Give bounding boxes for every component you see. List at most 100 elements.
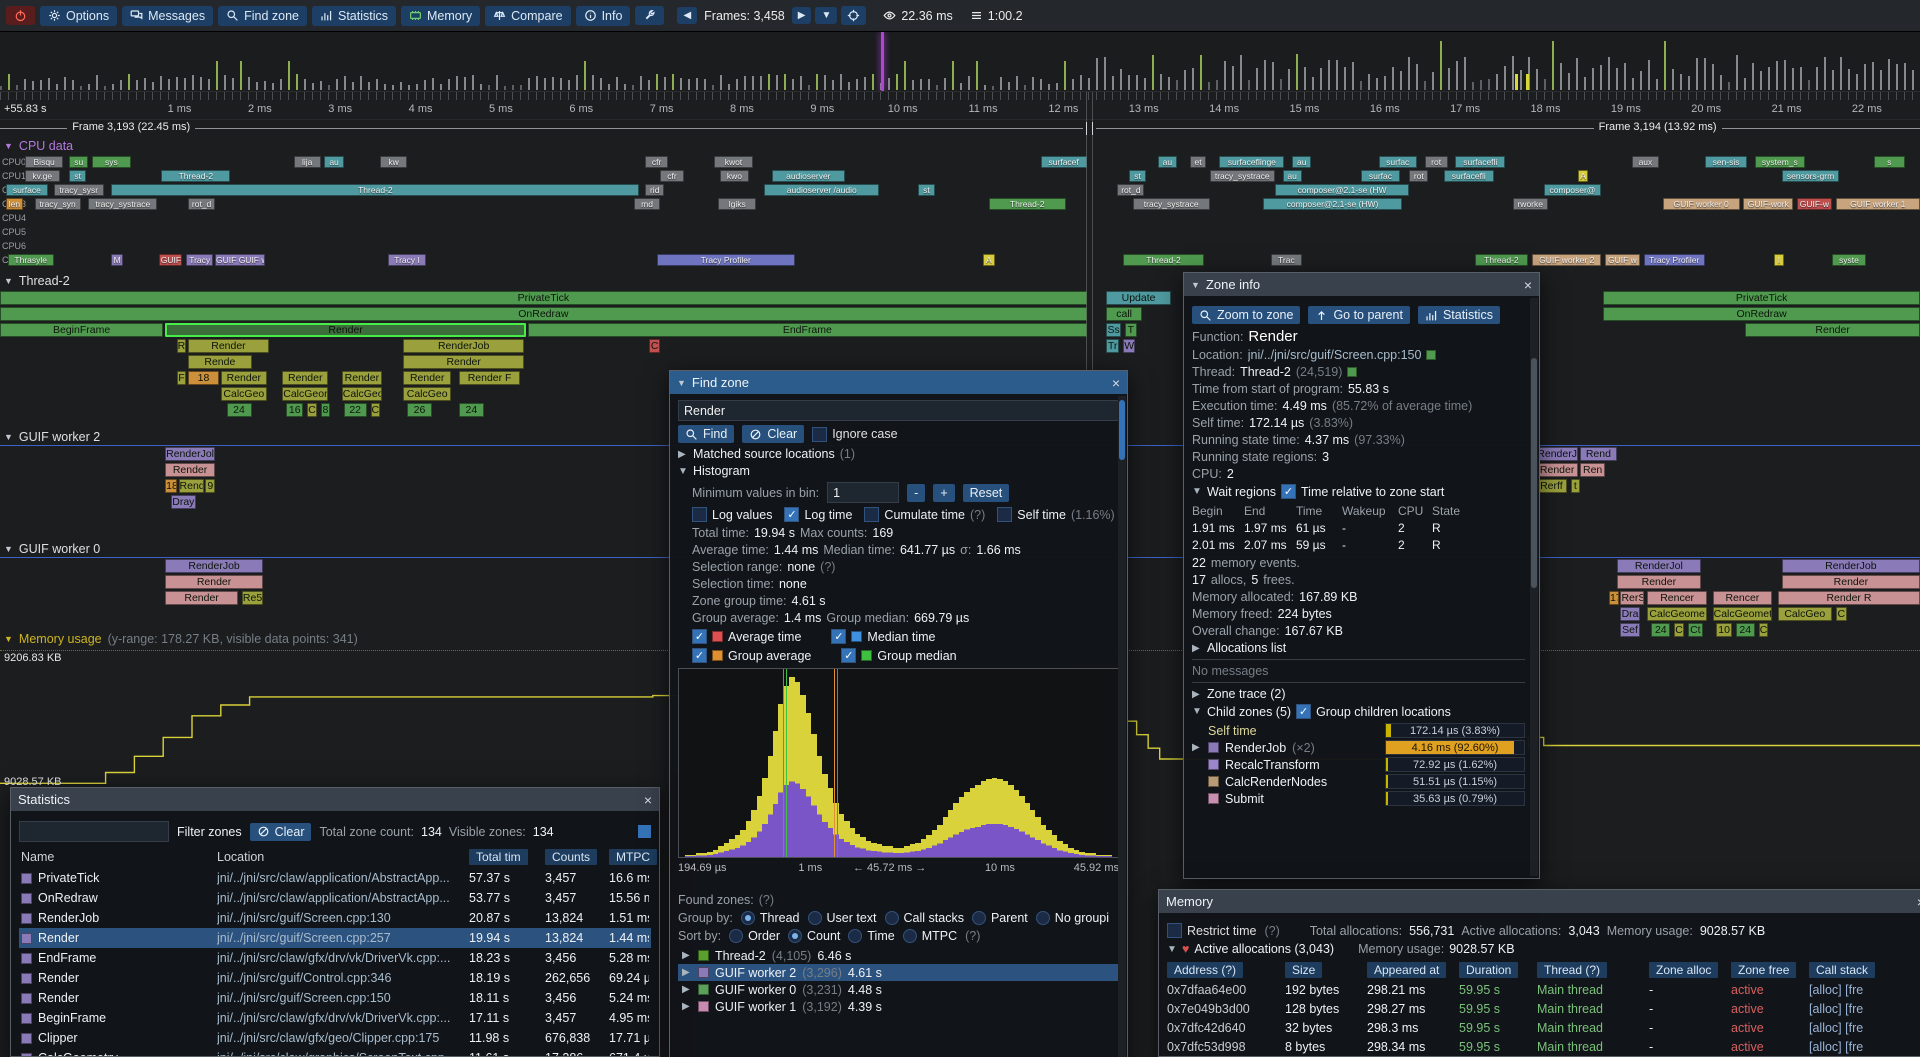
legend-item[interactable]: ✓ Median time [831, 629, 936, 644]
timeline-zone[interactable]: A [1578, 170, 1588, 182]
child-zone-row[interactable]: RecalcTransform 72.92 µs (1.62%) [1192, 756, 1525, 773]
histogram-plot[interactable] [678, 668, 1119, 858]
timeline-zone[interactable]: CalcGeo [403, 387, 452, 401]
timeline-zone[interactable]: Update [1105, 291, 1172, 305]
zone-group-row[interactable]: ▶ Thread-2 (4,105) 6.46 s [678, 947, 1119, 964]
timeline-zone[interactable]: audioserver /audio [764, 184, 880, 196]
stats-row[interactable]: Render jni/../jni/src/guif/Control.cpp:34… [19, 968, 651, 988]
timeline-zone[interactable]: Thread-2 [161, 170, 231, 182]
stats-column-header[interactable]: Total tim [469, 849, 528, 865]
timeline-zone[interactable]: C [1758, 623, 1769, 637]
filter-zones-input[interactable] [19, 821, 169, 842]
clear-button[interactable]: Clear [742, 425, 805, 443]
timeline-zone[interactable]: 24 [458, 403, 484, 417]
timeline-zone[interactable]: Render [341, 371, 383, 385]
collapse-icon[interactable]: ▼ [677, 377, 686, 388]
zone-group-row[interactable]: ▶ GUIF worker 1 (3,192) 4.39 s [678, 998, 1119, 1015]
radio-count[interactable]: Count [788, 929, 840, 943]
timeline-zone[interactable]: Tracy Profiler [656, 254, 795, 266]
timeline-zone[interactable]: 24 [1735, 623, 1755, 637]
timeline-zone[interactable]: Dray [170, 495, 196, 509]
timeline-zone[interactable]: Tracy Profiler [1643, 254, 1705, 266]
clear-filter-button[interactable]: Clear [249, 822, 312, 841]
radio-order[interactable]: Order [729, 929, 780, 943]
timeline-zone[interactable]: GUIF worker 2 [1532, 254, 1602, 266]
timeline-zone[interactable]: C [370, 403, 381, 417]
memory-allocation-row[interactable]: 0x7dfaa64e00 192 bytes 298.21 ms 59.95 s Mai… [1167, 980, 1920, 999]
zone-info-titlebar[interactable]: ▼ Zone info × [1184, 273, 1539, 296]
timeline-zone[interactable]: Render [165, 323, 527, 337]
timeline-zone[interactable]: CalcGeomet [1712, 607, 1773, 621]
help-marker[interactable]: (?) [758, 893, 775, 907]
timeline-zone[interactable]: surfaceflinge [1219, 156, 1285, 168]
timeline-zone[interactable]: 18 [165, 479, 177, 493]
timeline-zone[interactable]: cfr [660, 170, 684, 182]
collapse-icon[interactable]: ▼ [4, 276, 13, 286]
timeline-zone[interactable]: rot_d [1117, 184, 1145, 196]
child-zone-row[interactable]: ▶ RenderJob (×2) 4.16 ms (92.60%) [1192, 739, 1525, 756]
timeline-zone[interactable]: CalcGeo [220, 387, 267, 401]
timeline-zone[interactable]: lgiks [718, 198, 757, 210]
timeline-zone[interactable]: au [1292, 156, 1312, 168]
timeline-zone[interactable]: kwot [714, 156, 753, 168]
timeline-zone[interactable]: sys [92, 156, 131, 168]
scrollbar-thumb[interactable] [1531, 358, 1537, 588]
timeline-zone[interactable]: R [176, 339, 187, 353]
scrollbar[interactable] [1530, 298, 1538, 876]
wait-region-row[interactable]: 2.01 ms 2.07 ms 59 µs - 2 R [1192, 536, 1525, 553]
search-input[interactable] [678, 400, 1119, 421]
timeline-zone[interactable]: F [176, 371, 187, 385]
timeline-zone[interactable]: CalcGeo [1777, 607, 1832, 621]
stats-row[interactable]: Render jni/../jni/src/guif/Screen.cpp:257… [19, 928, 651, 948]
memory-titlebar[interactable]: Memory × [1159, 890, 1920, 913]
timeline-zone[interactable]: BeginFrame [0, 323, 164, 337]
timeline-zone[interactable]: kv.ge [24, 170, 60, 182]
statistics-titlebar[interactable]: Statistics × [11, 788, 659, 811]
stats-column-header[interactable]: MTPC [609, 849, 657, 865]
timeline-zone[interactable]: au [1282, 170, 1302, 182]
memory-column-header[interactable]: Thread (?) [1537, 961, 1608, 978]
timeline-zone[interactable]: t [1570, 479, 1581, 493]
toolbar-button-messages[interactable]: Messages [122, 5, 214, 26]
allocations-list-toggle[interactable]: ▶ Allocations list [1192, 641, 1525, 655]
timeline-zone[interactable]: Thread-2 [111, 184, 640, 196]
timeline-zone[interactable]: 22 [343, 403, 367, 417]
timeline-zone[interactable]: Thread-2 [1123, 254, 1204, 266]
timeline-zone[interactable]: md [633, 198, 661, 210]
legend-item[interactable]: ✓ Group average [692, 648, 811, 663]
child-zone-row[interactable]: CalcRenderNodes 51.51 µs (1.15%) [1192, 773, 1525, 790]
timeline-zone[interactable]: 9 [205, 479, 216, 493]
timeline-zone[interactable]: rot [1409, 170, 1429, 182]
timeline-zone[interactable]: Rerff [1536, 479, 1567, 493]
time-ruler[interactable]: +55.83 s 1 ms 2 ms 3 ms 4 ms 5 ms 6 ms 7 ms 8 ms… [0, 92, 1920, 120]
timeline-zone[interactable]: rot [1424, 156, 1448, 168]
timeline-zone[interactable]: RenderJol [165, 447, 216, 461]
memory-column-header[interactable]: Size [1285, 961, 1323, 978]
active-allocations-toggle[interactable]: ▼ ♥ Active allocations (3,043) Memory us… [1167, 942, 1920, 956]
timeline-zone[interactable]: CalcGeor [282, 387, 329, 401]
power-button[interactable] [6, 6, 35, 25]
timeline-zone[interactable]: GUIF GUIF worl [215, 254, 265, 266]
timeline-zone[interactable]: C [1835, 607, 1848, 621]
memory-allocation-row[interactable]: 0x7dfc53d998 8 bytes 298.34 ms 59.95 s Main … [1167, 1037, 1920, 1056]
collapse-icon[interactable]: ▼ [4, 141, 13, 151]
timeline-zone[interactable]: et [1190, 156, 1206, 168]
timeline-zone[interactable]: Render [1536, 463, 1579, 477]
next-frame-button[interactable]: ▶ [791, 7, 812, 24]
timeline-zone[interactable]: len [5, 198, 24, 210]
timeline-zone[interactable]: call [1105, 307, 1143, 321]
timeline-zone[interactable]: composer@ [1543, 184, 1602, 196]
memory-allocation-row[interactable]: 0x7dfc42d640 32 bytes 298.3 ms 59.95 s Main … [1167, 1018, 1920, 1037]
zone-group-row[interactable]: ▶ GUIF worker 2 (3,296) 4.61 s [678, 964, 1119, 981]
zone-group-row[interactable]: ▶ GUIF worker 0 (3,231) 4.48 s [678, 981, 1119, 998]
collapse-icon[interactable]: ▼ [4, 543, 13, 554]
close-icon[interactable]: × [1111, 374, 1120, 391]
toolbar-button-compare[interactable]: Compare [485, 5, 571, 26]
timeline-zone[interactable]: PrivateTick [1603, 291, 1920, 305]
timeline-zone[interactable]: surfacefli [1443, 170, 1494, 182]
child-zones-toggle[interactable]: ▼ Child zones (5) ✓ Group children locat… [1192, 704, 1525, 719]
child-zone-row[interactable]: Submit 35.63 µs (0.79%) [1192, 790, 1525, 807]
timeline-zone[interactable]: su [69, 156, 89, 168]
timeline-zone[interactable]: au [1157, 156, 1177, 168]
frame-label[interactable]: Frame 3,194 (13.92 ms) [1593, 121, 1722, 133]
